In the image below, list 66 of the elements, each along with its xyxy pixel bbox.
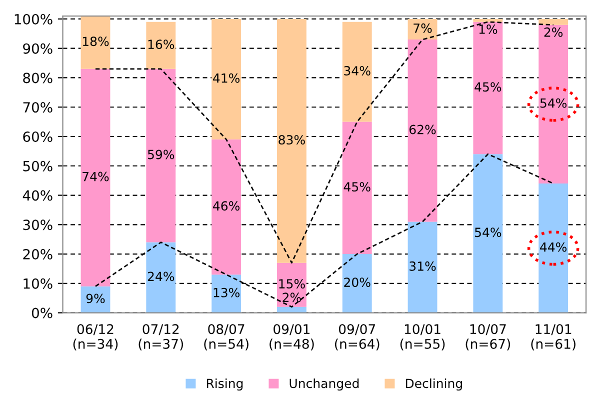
- bar: [146, 242, 176, 313]
- bar: [473, 22, 503, 154]
- data-label: 59%: [148, 150, 174, 160]
- data-label: 54%: [540, 98, 567, 108]
- bar: [538, 184, 568, 313]
- x-tick-label: 08/07 (n=54): [204, 324, 248, 350]
- y-tick-label: 100%: [14, 14, 52, 24]
- bar: [342, 254, 372, 313]
- data-label: 83%: [278, 135, 305, 145]
- data-label: 34%: [344, 66, 370, 76]
- y-tick-label: 20%: [23, 248, 52, 260]
- x-tick-label: 06/12 (n=34): [73, 324, 118, 350]
- y-tick-label: 40%: [22, 190, 52, 201]
- y-tick-label: 10%: [24, 278, 52, 289]
- bar: [538, 24, 568, 184]
- data-label: 31%: [410, 261, 436, 271]
- bar: [80, 68, 110, 286]
- bar: [538, 18, 568, 25]
- x-tick-label: 10/01 (n=55): [400, 324, 445, 350]
- bar: [408, 222, 438, 313]
- data-label: 54%: [475, 228, 502, 238]
- data-label: 44%: [540, 242, 567, 252]
- data-label: 74%: [82, 172, 109, 182]
- data-label: 2%: [282, 292, 301, 302]
- data-label: 46%: [213, 201, 240, 211]
- data-label: 13%: [214, 288, 240, 298]
- x-tick-label: 09/01 (n=48): [270, 324, 314, 350]
- x-tick-label: 09/07 (n=64): [335, 324, 380, 350]
- x-tick-label: 07/12 (n=37): [138, 324, 184, 350]
- data-label: 20%: [344, 278, 370, 288]
- bar: [473, 18, 503, 22]
- x-tick-label: 11/01 (n=61): [531, 324, 576, 350]
- bar: [473, 154, 503, 313]
- bar: [80, 16, 110, 69]
- x-tick-label: 10/07 (n=67): [466, 324, 510, 350]
- bar: [212, 18, 242, 140]
- y-tick-label: 50%: [23, 160, 52, 172]
- bar: [212, 139, 242, 275]
- bar: [342, 22, 372, 122]
- data-label: 41%: [213, 73, 240, 83]
- bar: [276, 18, 306, 263]
- bar: [408, 40, 438, 222]
- y-tick-label: 70%: [23, 102, 52, 113]
- bar: [146, 22, 176, 69]
- legend-label: Declining: [406, 378, 462, 391]
- data-label: 15%: [279, 279, 305, 288]
- data-label: 24%: [148, 272, 174, 282]
- y-tick-label: 60%: [23, 131, 52, 142]
- data-label: 2%: [544, 27, 563, 37]
- data-label: 18%: [82, 36, 109, 46]
- y-tick-label: 80%: [23, 72, 52, 84]
- y-tick-label: 0%: [32, 308, 52, 318]
- bar: [342, 122, 372, 254]
- data-label: 9%: [86, 294, 105, 304]
- data-label: 45%: [474, 82, 502, 92]
- legend-label: Unchanged: [290, 378, 359, 391]
- bar: [212, 274, 242, 313]
- data-label: 7%: [414, 23, 432, 33]
- data-label: 45%: [344, 182, 370, 192]
- data-label: 62%: [410, 124, 436, 134]
- data-label: 16%: [148, 40, 174, 50]
- data-label: 1%: [479, 24, 498, 34]
- y-tick-label: 90%: [23, 43, 52, 54]
- bar: [146, 68, 176, 242]
- y-tick-label: 30%: [23, 220, 52, 230]
- legend-label: Rising: [206, 378, 243, 391]
